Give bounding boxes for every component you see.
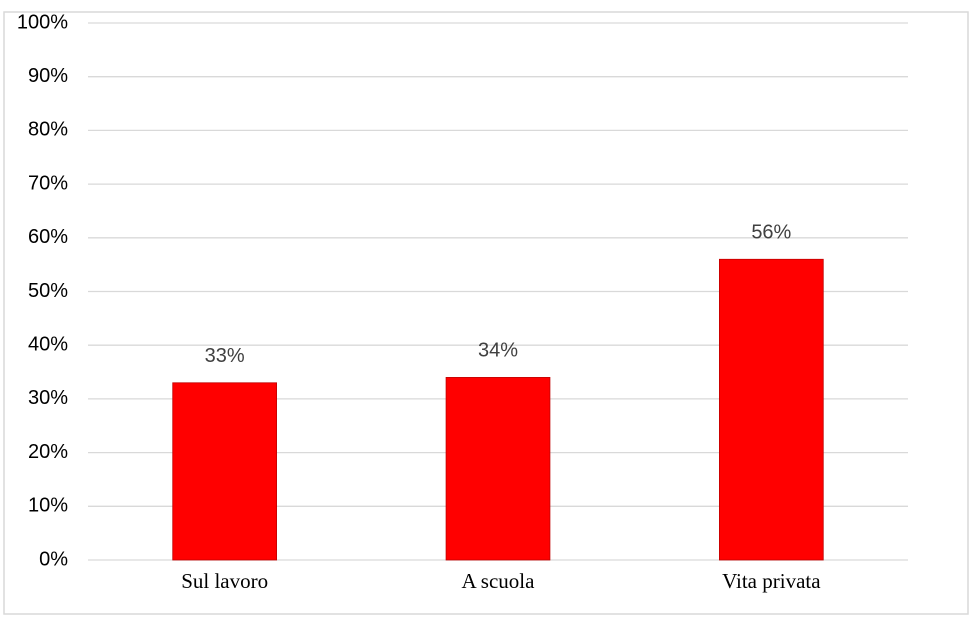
y-tick-label: 0% (39, 548, 68, 570)
y-tick-label: 30% (28, 387, 68, 409)
y-tick-label: 20% (28, 441, 68, 463)
y-tick-label: 70% (28, 172, 68, 194)
y-tick-label: 10% (28, 495, 68, 517)
y-tick-label: 100% (17, 11, 68, 33)
y-tick-label: 80% (28, 119, 68, 141)
x-tick-label: Vita privata (722, 569, 821, 593)
value-label: 34% (478, 340, 518, 362)
bar (445, 377, 551, 561)
value-label: 56% (751, 222, 791, 244)
y-tick-label: 40% (28, 333, 68, 355)
bar (172, 382, 278, 561)
y-tick-label: 60% (28, 226, 68, 248)
y-tick-label: 50% (28, 280, 68, 302)
y-tick-label: 90% (28, 65, 68, 87)
value-label: 33% (205, 345, 245, 367)
x-tick-label: A scuola (462, 569, 536, 593)
bar (719, 258, 824, 561)
x-tick-label: Sul lavoro (181, 569, 268, 593)
